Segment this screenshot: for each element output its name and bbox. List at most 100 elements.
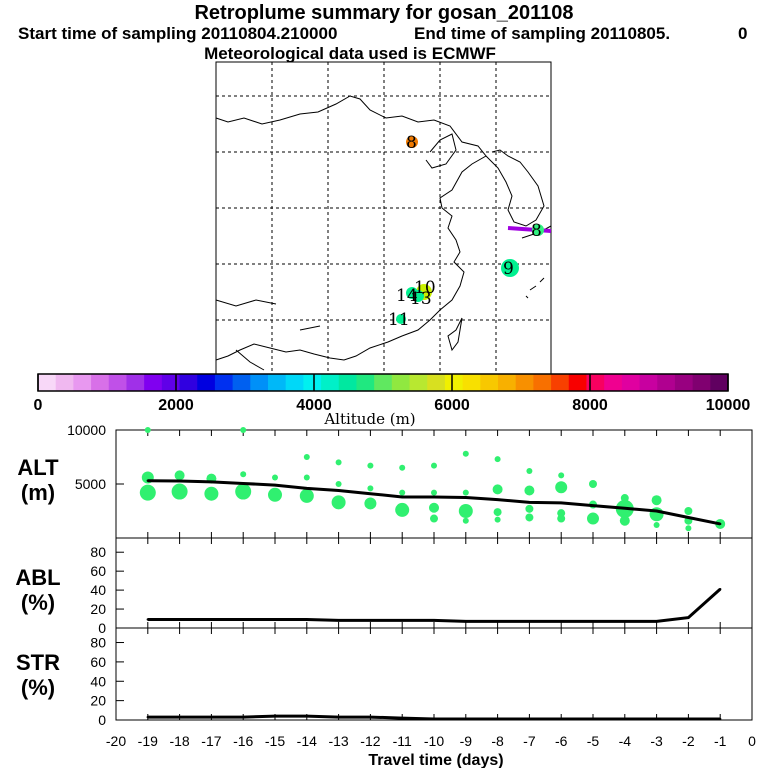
cluster-dot xyxy=(525,504,534,513)
colorbar-ticks: 0 2000 4000 6000 8000 10000 xyxy=(34,374,751,414)
cluster-dot xyxy=(557,514,566,523)
series-point xyxy=(687,616,690,619)
x-tick-label: 0 xyxy=(748,733,756,749)
x-tick-label: -8 xyxy=(491,733,504,749)
cluster-dot xyxy=(653,522,660,529)
series-point xyxy=(591,504,595,507)
cluster-dot xyxy=(139,484,156,501)
colorbar-tick-label: 10000 xyxy=(706,397,751,414)
colorbar-cell xyxy=(55,374,74,391)
cluster-dot xyxy=(526,468,533,475)
colorbar-cell xyxy=(144,374,163,391)
cluster-dot xyxy=(685,525,692,532)
x-tick-label: -11 xyxy=(393,733,412,749)
y-tick-label: 40 xyxy=(90,673,106,689)
series-point xyxy=(178,479,181,483)
colorbar-cell xyxy=(126,374,145,391)
series-point xyxy=(242,618,245,621)
series-point xyxy=(305,487,308,490)
series-point xyxy=(337,489,340,492)
panel-abl: 0 20 40 60 80 ABL (%) xyxy=(15,537,753,636)
cluster-dot xyxy=(524,485,535,496)
x-tick-label: -4 xyxy=(619,733,632,749)
x-tick-label: -18 xyxy=(169,733,189,749)
start-time-label: Start time of sampling 20110804.210000 xyxy=(18,24,338,43)
colorbar-cell xyxy=(338,374,357,391)
series-point xyxy=(655,509,658,513)
cluster-dot xyxy=(303,474,310,481)
series-point xyxy=(560,717,563,721)
y-tick-label: 20 xyxy=(90,601,106,617)
colorbar-cell xyxy=(533,374,552,391)
cluster-dot xyxy=(651,495,662,506)
cluster-dot xyxy=(431,462,437,469)
cluster-dot xyxy=(240,471,247,478)
cluster-dot xyxy=(430,514,438,523)
x-tick-label: -13 xyxy=(328,733,348,749)
x-tick-label: -19 xyxy=(138,733,158,749)
y-tick-label: 0 xyxy=(98,712,106,728)
colorbar-cell xyxy=(657,374,676,391)
y-axis-label-line: (m) xyxy=(21,480,55,505)
series-point xyxy=(623,620,626,623)
colorbar-cell xyxy=(710,374,729,391)
cluster-dot xyxy=(494,516,501,523)
y-tick-label: 5000 xyxy=(75,476,106,492)
series-point xyxy=(210,480,213,484)
colorbar-cell xyxy=(391,374,411,391)
cluster-dot xyxy=(589,480,597,488)
colorbar-cells xyxy=(38,374,729,391)
map-cluster-label: 10 xyxy=(414,278,436,298)
y-axis-label: STR (%) xyxy=(16,650,60,700)
colorbar-cell xyxy=(480,374,499,391)
series-point xyxy=(337,619,340,622)
cluster-dot xyxy=(367,485,374,492)
colorbar-cell xyxy=(161,374,181,391)
cluster-dot xyxy=(171,483,188,500)
series-point xyxy=(432,495,436,499)
y-axis-label-line: (%) xyxy=(21,590,55,615)
series-point xyxy=(719,522,722,526)
series-point xyxy=(528,501,531,504)
x-tick-label: -15 xyxy=(265,733,285,749)
cluster-dot xyxy=(399,464,406,471)
cluster-dot xyxy=(144,427,151,433)
end-time-suffix: 0 xyxy=(738,24,748,43)
series-point xyxy=(464,620,467,623)
cluster-dot xyxy=(458,504,473,518)
y-axis-label-line: ALT xyxy=(17,455,59,480)
cluster-dot xyxy=(235,483,252,500)
series-point xyxy=(432,619,436,622)
cluster-dot xyxy=(684,507,693,515)
series-point xyxy=(273,483,277,487)
colorbar-cell xyxy=(674,374,694,391)
x-tick-label: -6 xyxy=(555,733,568,749)
series-point xyxy=(464,717,467,721)
x-tick-label: -16 xyxy=(233,733,253,749)
colorbar-cell xyxy=(374,374,393,391)
map-cluster-marker xyxy=(501,259,519,277)
colorbar-cell xyxy=(586,374,605,391)
y-tick-label: 40 xyxy=(90,582,106,598)
series-point xyxy=(337,715,340,719)
series-point xyxy=(210,715,213,719)
cluster-dot xyxy=(587,512,599,525)
series-line xyxy=(147,588,722,623)
colorbar: 0 2000 4000 6000 8000 10000 Altitude (m) xyxy=(34,373,751,428)
series-point xyxy=(528,620,531,623)
cluster-dot xyxy=(619,515,630,526)
cluster-dot xyxy=(494,456,501,463)
series-point xyxy=(305,714,308,718)
series-point xyxy=(496,498,499,501)
series-point xyxy=(242,482,245,485)
map-cluster-label: 14 xyxy=(396,286,418,306)
colorbar-cell xyxy=(91,374,110,391)
map-panel: 8 9 8 10 14 13 11 xyxy=(215,61,552,375)
series-point xyxy=(305,618,308,621)
cluster-dot xyxy=(395,502,410,517)
x-tick-label: -2 xyxy=(682,733,695,749)
cluster-dot xyxy=(462,489,469,496)
series-point xyxy=(273,714,277,718)
x-tick-label: -14 xyxy=(297,733,317,749)
